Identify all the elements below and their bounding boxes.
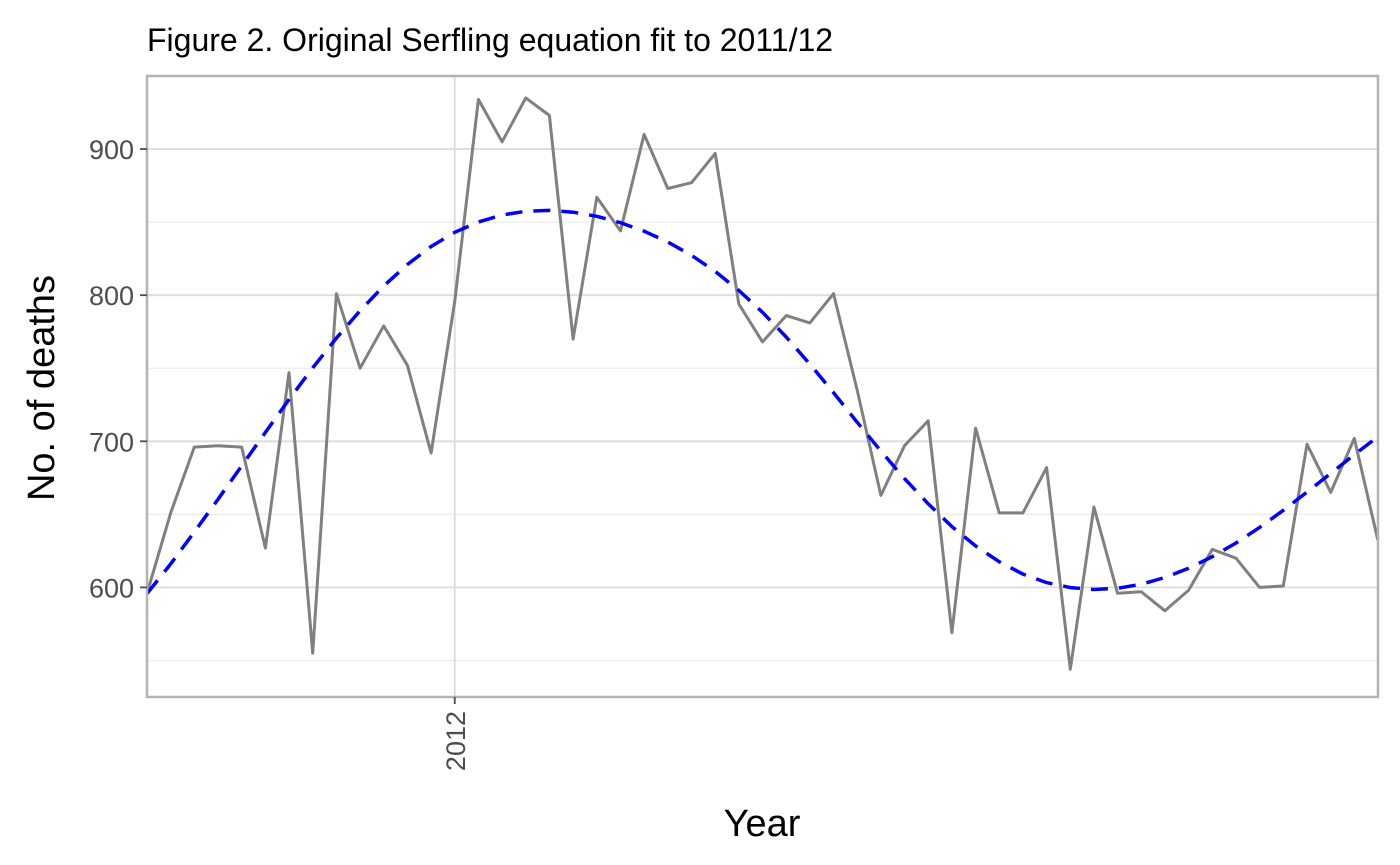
series-layer [147,96,1378,671]
grid [147,76,1378,697]
fitted-line [147,208,1378,595]
x-axis: 2012 [441,697,471,771]
x-tick-label: 2012 [441,711,471,771]
observed-line [147,96,1378,671]
y-axis-title: No. of deaths [21,275,63,501]
y-axis: 600 700 800 900 [89,135,147,603]
y-tick-label: 700 [89,427,134,457]
x-axis-title: Year [724,803,801,845]
chart-title: Figure 2. Original Serfling equation fit… [147,22,833,58]
y-tick-label: 600 [89,573,134,603]
y-tick-label: 800 [89,281,134,311]
y-tick-label: 900 [89,135,134,165]
panel-border [145,74,1380,699]
